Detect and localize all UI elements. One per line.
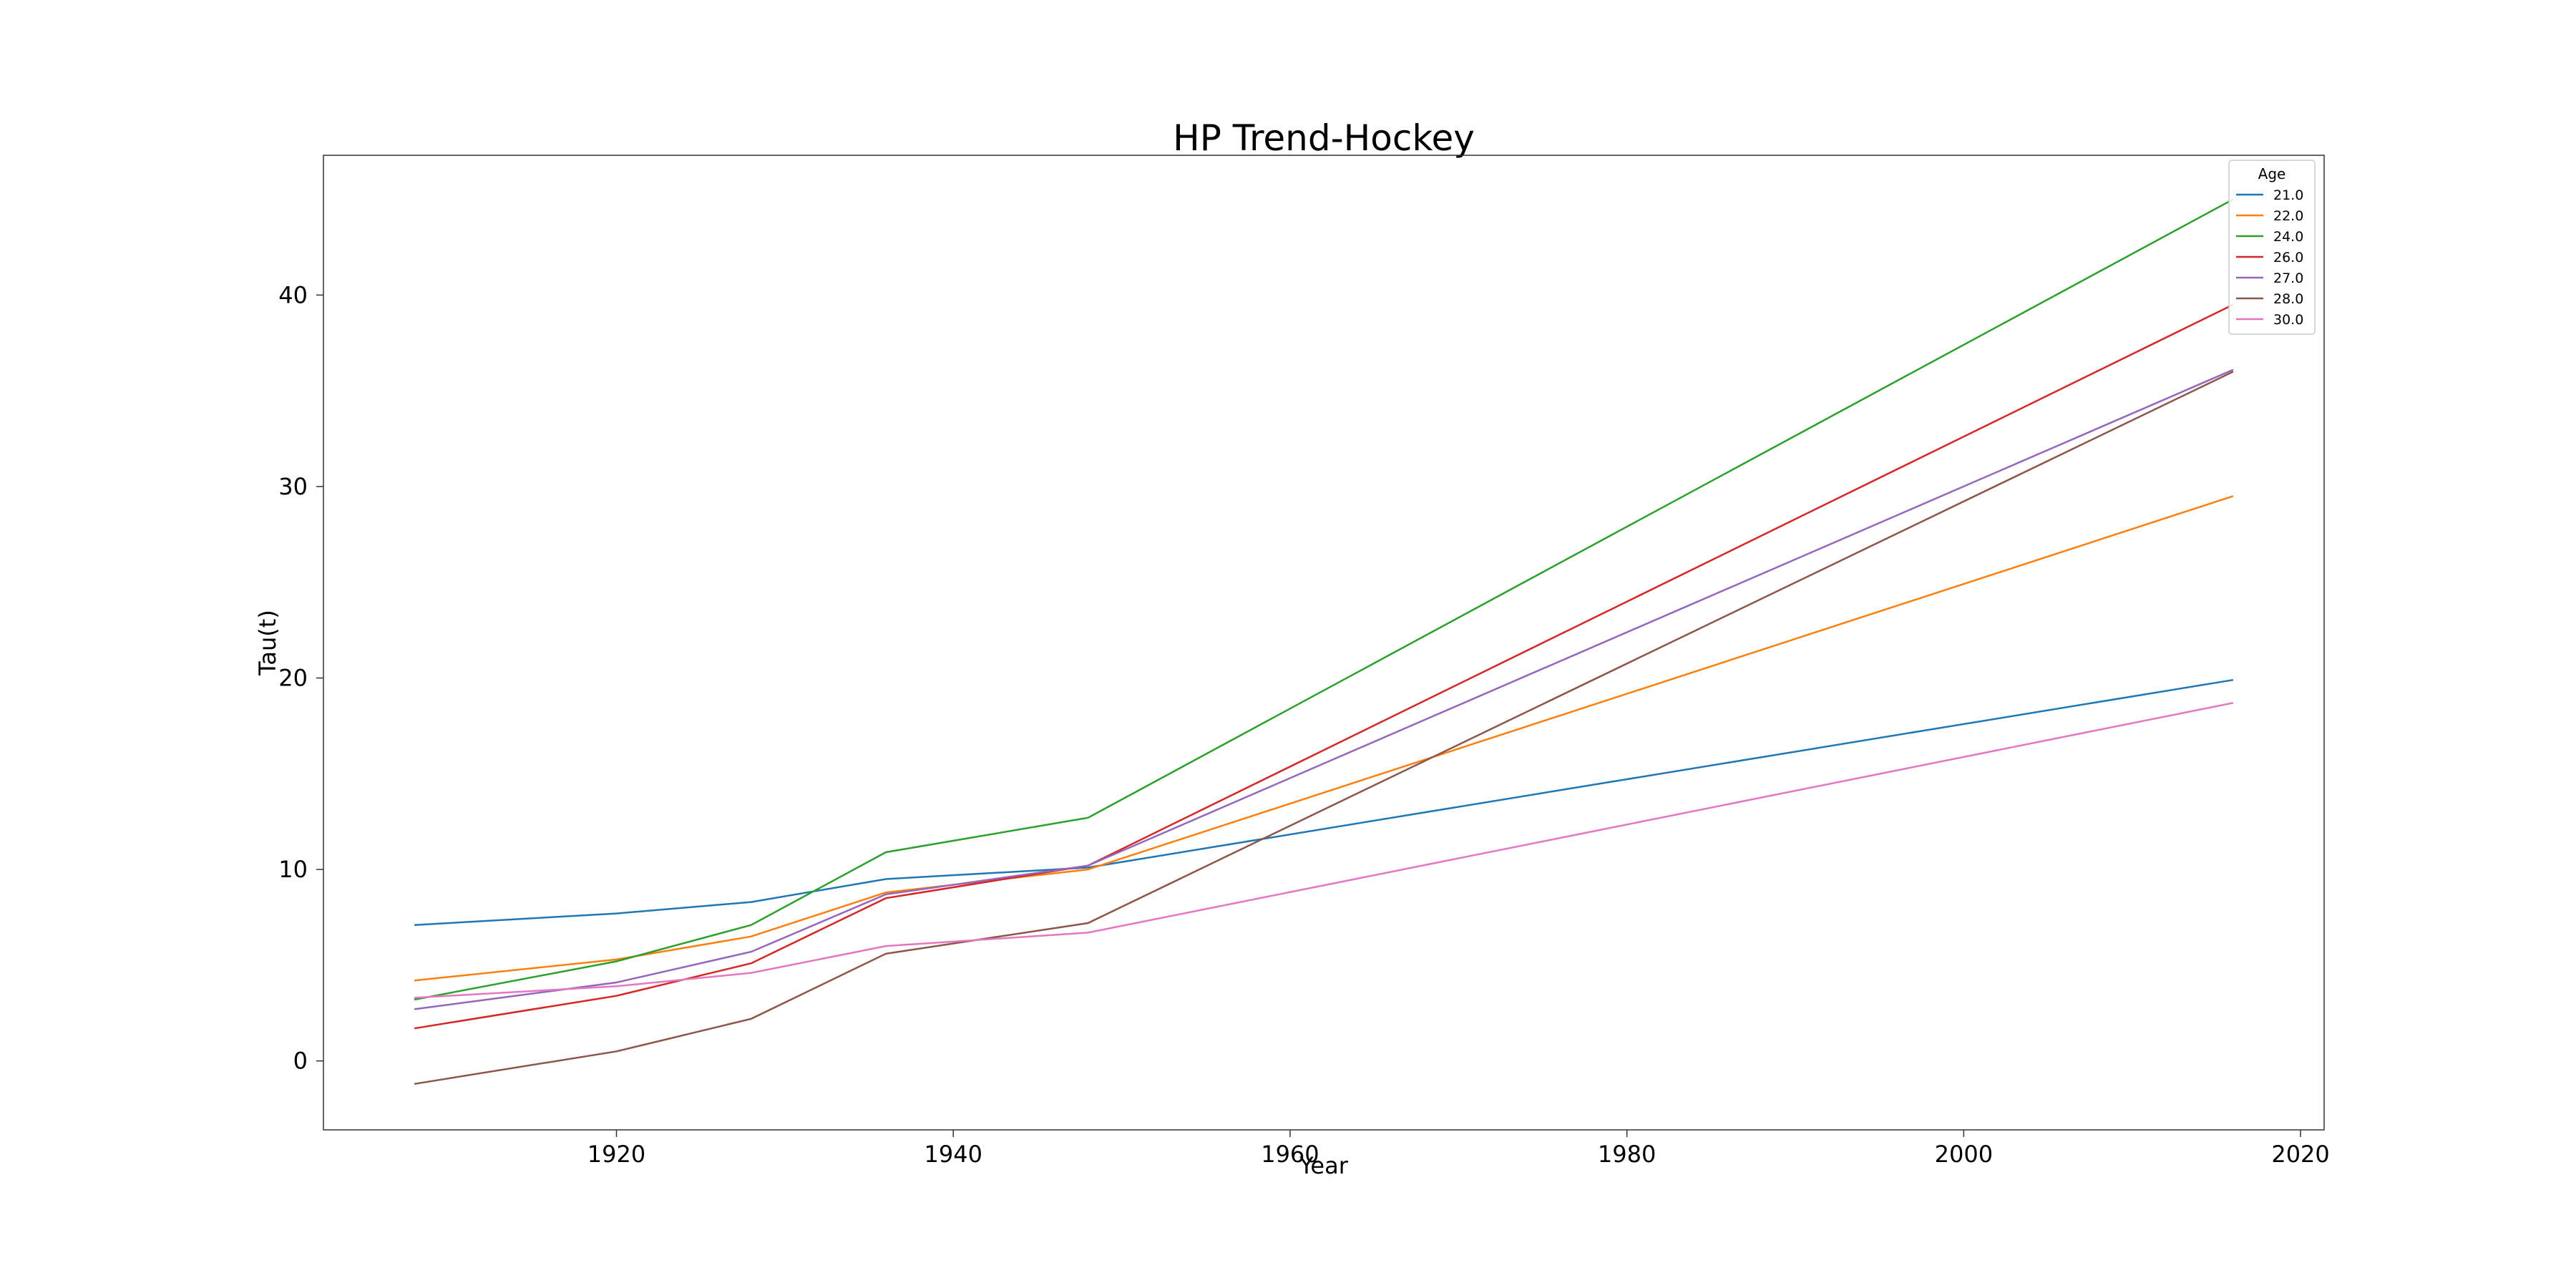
series-line-21-0: [414, 678, 2234, 926]
legend-items: 21.0 22.0 24.0 26.0 27.0 28.0 30.0: [2236, 187, 2303, 328]
x-tick-label: 1940: [924, 1141, 982, 1168]
y-tick-label: 20: [278, 665, 308, 692]
series-line-28-0: [414, 371, 2234, 1085]
x-axis: 1920 1940 1960 1980 2000 2020: [587, 1130, 2330, 1168]
series-line-22-0: [414, 495, 2234, 982]
y-tick-label: 0: [293, 1048, 308, 1075]
series-layer: [414, 198, 2234, 1085]
x-axis-label: Year: [1299, 1152, 1349, 1179]
legend-label: 28.0: [2273, 291, 2303, 307]
plot-frame: [323, 155, 2325, 1131]
y-tick-label: 40: [278, 281, 308, 308]
y-axis: 0 10 20 30 40: [278, 281, 323, 1075]
y-axis-label: Tau(t): [254, 610, 281, 676]
y-tick-label: 30: [278, 473, 308, 500]
x-tick-label: 1980: [1598, 1141, 1656, 1168]
legend-label: 27.0: [2273, 270, 2303, 286]
series-line-30-0: [414, 702, 2234, 999]
x-tick-label: 2020: [2271, 1141, 2329, 1168]
legend-label: 24.0: [2273, 229, 2303, 245]
legend-label: 30.0: [2273, 312, 2303, 328]
legend-label: 22.0: [2273, 208, 2303, 224]
series-line-26-0: [414, 303, 2234, 1030]
legend-title: Age: [2258, 165, 2286, 182]
x-tick-label: 1920: [587, 1141, 645, 1168]
x-tick-label: 2000: [1935, 1141, 1993, 1168]
y-tick-label: 10: [278, 856, 308, 883]
legend-label: 21.0: [2273, 187, 2303, 203]
series-line-27-0: [414, 369, 2234, 1010]
legend-box: [2228, 160, 2316, 335]
legend-label: 26.0: [2273, 250, 2303, 265]
chart-title: HP Trend-Hockey: [1173, 117, 1475, 159]
legend: Age 21.0 22.0 24.0 26.0 27.0 28.0 30.0: [2228, 160, 2316, 335]
series-line-24-0: [414, 198, 2234, 1001]
x-tick-label: 1960: [1261, 1141, 1319, 1168]
